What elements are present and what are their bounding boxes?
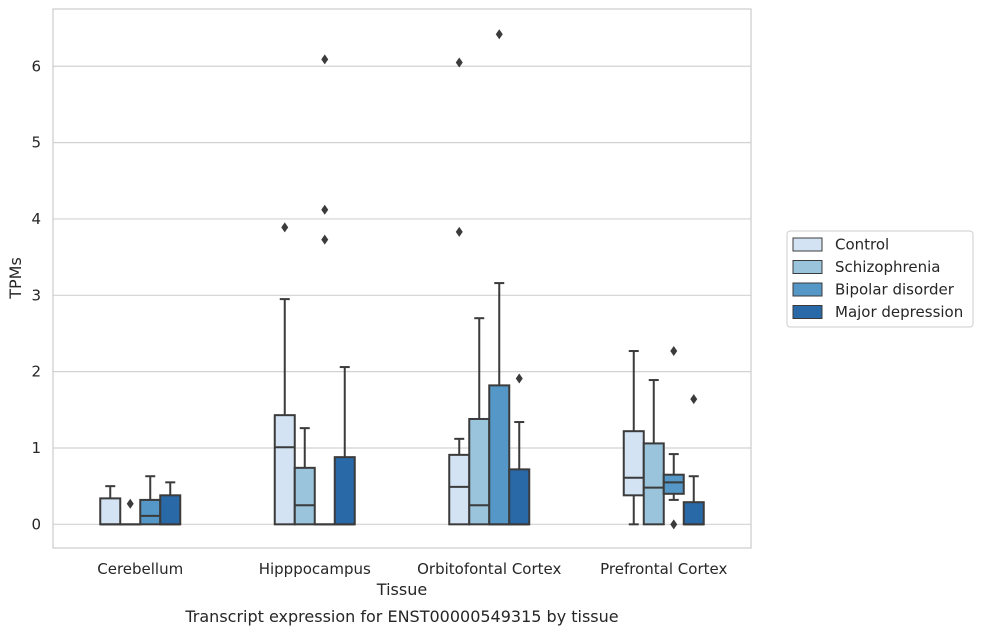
box-group [488, 29, 511, 526]
y-tick-labels: 0 1 2 3 4 5 6 [31, 57, 41, 533]
legend-label: Bipolar disorder [835, 281, 955, 299]
y-tick-label: 3 [31, 286, 41, 304]
box [468, 417, 491, 526]
legend-swatch [792, 305, 823, 319]
y-tick-label: 4 [31, 210, 41, 228]
box [333, 456, 356, 526]
box-group [119, 498, 142, 526]
gridlines [53, 65, 751, 525]
box-group [333, 366, 356, 526]
box-group [622, 350, 645, 526]
y-tick-label: 6 [31, 57, 41, 75]
box-group [293, 427, 316, 526]
box-group [508, 373, 531, 526]
outlier-point [126, 498, 134, 509]
legend-swatch [792, 237, 823, 252]
legend-label: Control [835, 236, 889, 254]
box [508, 468, 531, 526]
boxes [99, 29, 705, 530]
outlier-point [455, 57, 463, 68]
box-group [642, 379, 665, 526]
box-group [448, 57, 471, 526]
box [662, 473, 685, 495]
box [642, 442, 665, 526]
plot-area-frame [52, 8, 752, 549]
box [293, 466, 316, 526]
y-axis-label: TPMs [6, 257, 25, 300]
box-group [99, 485, 122, 526]
legend-swatch [792, 282, 823, 297]
x-tick-label: Hipppocampus [259, 560, 371, 578]
outlier-point [495, 29, 503, 40]
box-group [662, 346, 685, 530]
x-tick-label: Orbitofontal Cortex [417, 560, 561, 578]
box-group [313, 54, 336, 526]
box [139, 498, 162, 526]
x-tick-labels: Cerebellum Hipppocampus Orbitofontal Corte… [97, 560, 727, 578]
legend-swatch [792, 260, 823, 274]
y-tick-label: 5 [31, 134, 41, 152]
outlier-point [455, 226, 463, 237]
box [99, 497, 122, 526]
box-group [468, 317, 491, 526]
y-tick-label: 1 [31, 439, 41, 457]
box [273, 414, 296, 526]
outlier-point [515, 373, 523, 384]
outlier-point [690, 394, 698, 405]
outlier-point [321, 204, 329, 215]
outlier-point [321, 54, 329, 65]
legend-frame [786, 230, 974, 328]
box-group [139, 475, 162, 526]
legend-label: Major depression [835, 303, 963, 321]
x-axis-label: Tissue [376, 580, 427, 599]
outlier-point [321, 234, 329, 245]
chart-caption: Transcript expression for ENST0000054931… [184, 607, 618, 626]
legend-label: Schizophrenia [835, 258, 940, 276]
box-group [273, 222, 296, 526]
y-tick-label: 2 [31, 363, 41, 381]
outlier-point [281, 222, 289, 233]
legend: Control Schizophrenia Bipolar disorder Majo… [786, 230, 974, 328]
outlier-point [670, 346, 678, 357]
box [448, 453, 471, 526]
x-tick-label: Prefrontal Cortex [600, 560, 727, 578]
box [622, 430, 645, 497]
box-group [159, 481, 182, 526]
outlier-point [670, 519, 678, 530]
y-tick-label: 0 [31, 515, 41, 533]
box [682, 501, 705, 526]
box [159, 494, 182, 526]
x-tick-label: Cerebellum [97, 560, 183, 578]
box-group [682, 394, 705, 526]
box [488, 384, 511, 526]
